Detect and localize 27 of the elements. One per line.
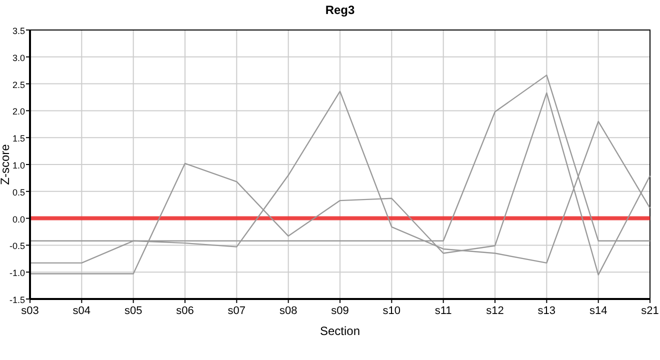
y-tick-label: 1.5 [12,134,25,144]
x-tick-label: s10 [382,305,401,317]
x-tick-label: s07 [228,305,246,317]
y-tick-label: 0.5 [12,187,25,198]
chart-title: Reg3 [325,3,355,17]
x-tick-label: s12 [486,305,504,317]
x-tick-label: s04 [72,305,91,317]
y-tick-label: 2.5 [12,80,25,90]
y-tick-label: 3.0 [12,52,25,63]
y-tick-label: 1.0 [12,160,25,170]
x-tick-label: s03 [21,305,39,317]
x-tick-label: s13 [538,305,556,317]
x-tick-label: s05 [124,305,142,317]
x-tick-label: s09 [331,305,349,317]
x-axis-title: Section [320,324,360,338]
y-tick-label: -1.0 [9,268,25,278]
y-tick-label: -0.5 [9,241,25,252]
y-axis-title: Z-score [0,144,12,185]
x-tick-label: s14 [589,305,608,317]
y-tick-label: 2.0 [12,106,25,117]
y-tick-label: 0.0 [12,214,25,224]
y-tick-label: -1.5 [9,295,25,305]
x-tick-label: s08 [279,305,298,317]
y-tick-label: 3.5 [12,26,25,36]
x-tick-label: s21 [641,305,659,317]
x-tick-label: s06 [176,305,194,317]
x-tick-label: s11 [434,305,452,317]
